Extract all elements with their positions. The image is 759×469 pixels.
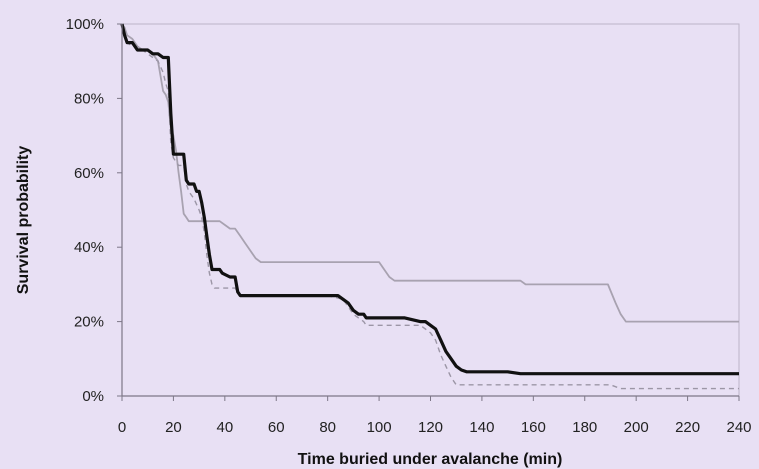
y-tick-label: 40% — [74, 239, 104, 256]
y-tick-label: 60% — [74, 165, 104, 182]
x-tick-label: 180 — [572, 419, 597, 436]
x-tick-label: 160 — [521, 419, 546, 436]
plot-area — [121, 23, 740, 397]
series-line-gray-dashed — [121, 23, 739, 390]
series-line-black-thick — [120, 23, 739, 376]
x-tick-label: 20 — [165, 419, 182, 436]
x-tick-label: 200 — [624, 419, 649, 436]
y-tick-label: 80% — [74, 90, 104, 107]
x-axis-title: Time buried under avalanche (min) — [298, 451, 563, 468]
x-tick-label: 40 — [216, 419, 233, 436]
y-tick-label: 20% — [74, 314, 104, 331]
y-tick-label: 0% — [82, 388, 104, 405]
x-tick-label: 80 — [319, 419, 336, 436]
x-tick-label: 60 — [268, 419, 285, 436]
x-tick-label: 120 — [418, 419, 443, 436]
y-axis-ticks: 0% 20% 40% 60% 80% 100% — [66, 16, 122, 405]
x-tick-label: 240 — [726, 419, 751, 436]
y-tick-label: 100% — [66, 16, 104, 33]
x-tick-label: 100 — [367, 419, 392, 436]
x-tick-label: 140 — [469, 419, 494, 436]
series-line-gray-solid — [121, 23, 739, 323]
x-axis-ticks: 0 20 40 60 80 100 120 140 160 180 200 220 240 — [118, 396, 752, 436]
y-axis-title: Survival probability — [15, 146, 32, 295]
x-tick-label: 220 — [675, 419, 700, 436]
series-layer — [120, 23, 739, 390]
x-tick-label: 0 — [118, 419, 126, 436]
